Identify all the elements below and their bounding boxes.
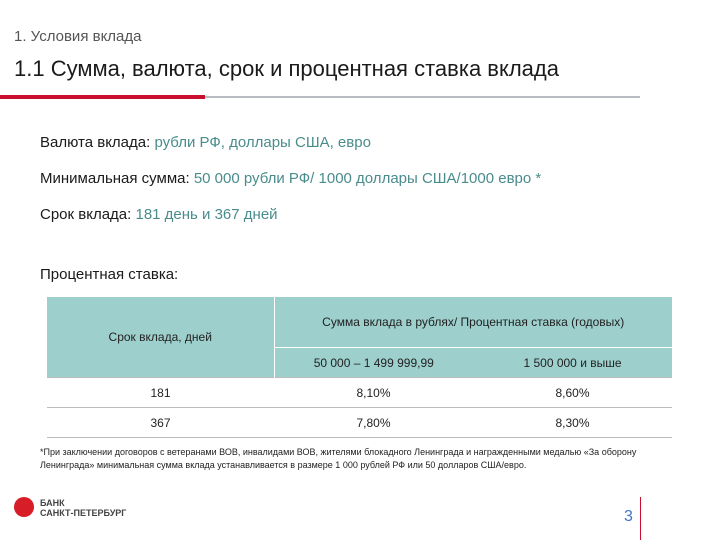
table-row: 181 8,10% 8,60% [47, 377, 672, 408]
footnote: *При заключении договоров с ветеранами В… [40, 447, 637, 470]
section-label: 1. Условия вклада [14, 28, 142, 45]
min-sum-value: 50 000 рубли РФ/ 1000 доллары США/1000 е… [193, 170, 542, 187]
cell-rate-1: 8,10% [274, 377, 473, 408]
term-value: 181 день и 367 дней [135, 206, 278, 223]
currency-value: рубли РФ, доллары США, евро [154, 134, 371, 151]
logo-line-1: БАНК [40, 498, 65, 508]
logo-text: БАНК САНКТ-ПЕТЕРБУРГ [40, 498, 126, 518]
min-sum-line: Минимальная сумма: 50 000 рубли РФ/ 1000… [40, 170, 541, 187]
header-sum-group: Сумма вклада в рублях/ Процентная ставка… [274, 297, 672, 348]
logo-circle-icon [14, 497, 34, 517]
rate-heading: Процентная ставка: [40, 266, 179, 283]
cell-rate-1: 7,80% [274, 407, 473, 438]
cell-rate-2: 8,30% [473, 407, 672, 438]
page-title: 1.1 Сумма, валюта, срок и процентная ста… [14, 56, 559, 81]
header-term: Срок вклада, дней [47, 297, 275, 378]
table-row: 367 7,80% 8,30% [47, 407, 672, 438]
term-line: Срок вклада: 181 день и 367 дней [40, 206, 278, 223]
title-divider [0, 95, 640, 99]
term-label: Срок вклада: [40, 206, 132, 223]
table-header-row: Срок вклада, дней Сумма вклада в рублях/… [47, 297, 672, 378]
min-sum-label: Минимальная сумма: [40, 170, 190, 187]
cell-term: 181 [47, 377, 274, 408]
subheader-range-1: 50 000 – 1 499 999,99 [313, 355, 434, 370]
divider-gray-segment [205, 96, 640, 98]
cell-rate-2: 8,60% [473, 377, 672, 408]
cell-term: 367 [47, 407, 274, 438]
currency-label: Валюта вклада: [40, 134, 151, 151]
currency-line: Валюта вклада: рубли РФ, доллары США, ев… [40, 134, 371, 151]
logo-line-2: САНКТ-ПЕТЕРБУРГ [40, 508, 127, 518]
page-number-divider [640, 497, 641, 540]
divider-red-segment [0, 95, 205, 99]
rates-table: Срок вклада, дней Сумма вклада в рублях/… [47, 297, 672, 438]
subheader-range-2: 1 500 000 и выше [523, 355, 622, 370]
page-number: 3 [624, 508, 633, 525]
